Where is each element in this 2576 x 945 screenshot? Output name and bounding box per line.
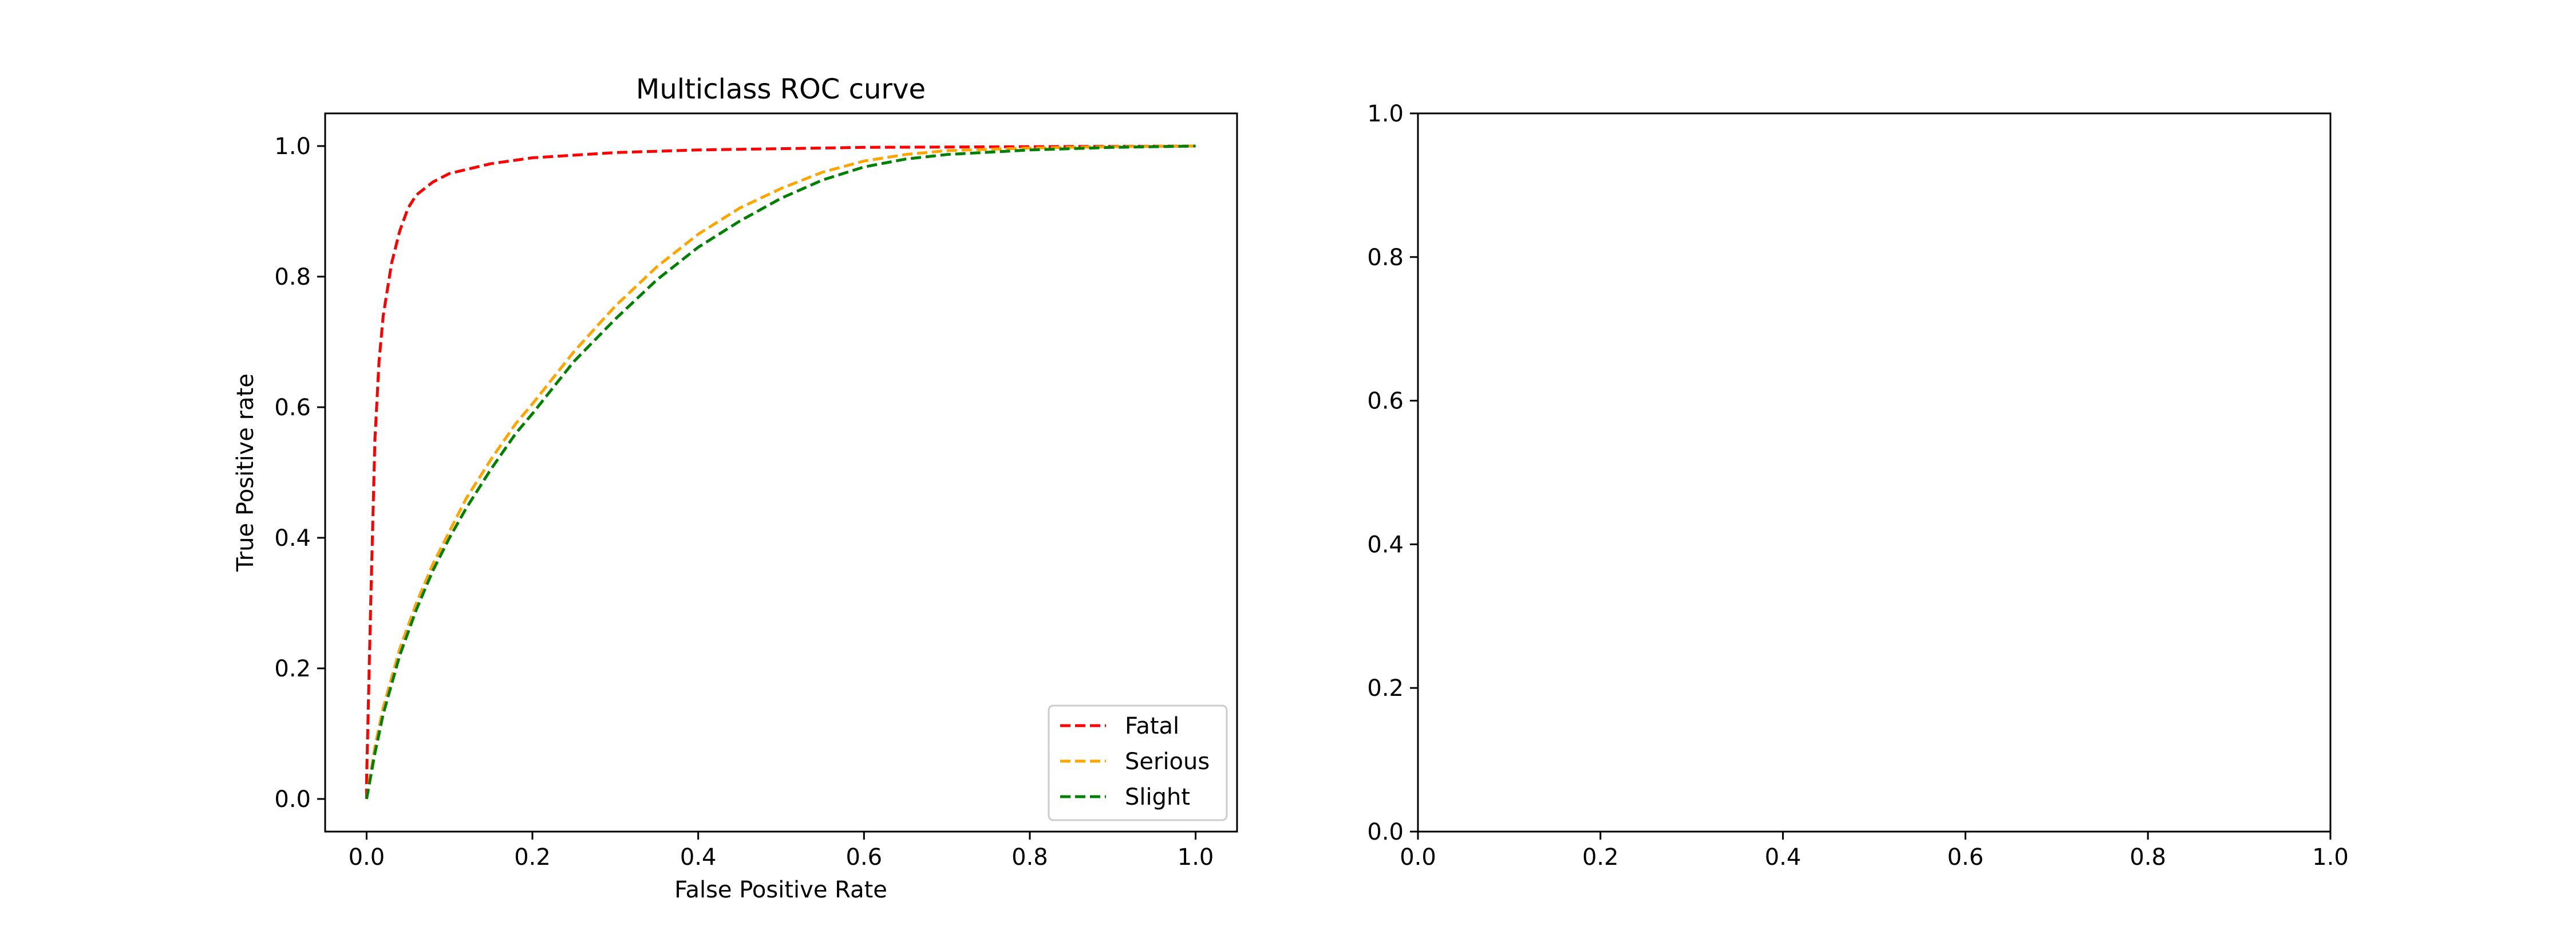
empty-y-tick-label: 0.6 [1367,388,1404,415]
roc-y-tick-label: 0.6 [274,395,311,421]
empty-x-tick-label: 0.2 [1582,844,1619,871]
roc-y-tick-label: 0.2 [274,656,311,682]
roc-line-serious [365,144,1196,800]
roc-x-tick-label: 0.4 [680,844,717,871]
roc-x-tick-label: 0.0 [349,844,385,871]
roc-line-slight [365,144,1196,800]
roc-chart-title: Multiclass ROC curve [636,73,926,105]
empty-x-tick-label: 0.4 [1765,844,1801,871]
empty-x-tick-label: 0.0 [1400,844,1436,871]
empty-x-ticks: 0.0 0.2 0.4 0.6 0.8 1.0 [1400,832,2349,871]
roc-series-layer [365,144,1196,800]
empty-y-tick-label: 0.4 [1367,531,1404,558]
roc-x-tick-label: 0.2 [514,844,551,871]
empty-y-ticks: 0.0 0.2 0.4 0.6 0.8 1.0 [1367,101,1418,845]
legend-box [1048,704,1228,821]
roc-chart: 0.0 0.2 0.4 0.6 0.8 1.0 0.0 0.2 0.4 0.6 0.8 1.0 Mu… [232,73,1238,903]
roc-line-fatal [365,144,1196,799]
legend-label-fatal: Fatal [1125,713,1179,739]
roc-x-tick-label: 1.0 [1178,844,1214,871]
legend-label-slight: Slight [1125,784,1190,810]
roc-axes-frame [324,112,1238,833]
roc-y-tick-label: 0.8 [274,264,311,290]
empty-x-tick-label: 0.6 [1947,844,1984,871]
roc-y-ticks: 0.0 0.2 0.4 0.6 0.8 1.0 [274,133,325,813]
empty-y-tick-label: 0.0 [1367,819,1404,845]
roc-x-tick-label: 0.6 [846,844,883,871]
roc-y-tick-label: 1.0 [274,133,311,160]
empty-x-tick-label: 0.8 [2129,844,2166,871]
empty-y-tick-label: 0.8 [1367,245,1404,271]
roc-x-ticks: 0.0 0.2 0.4 0.6 0.8 1.0 [349,832,1214,871]
empty-axes-frame [1417,112,2332,833]
roc-x-tick-label: 0.8 [1012,844,1048,871]
legend-label-serious: Serious [1125,749,1210,775]
empty-y-tick-label: 0.2 [1367,675,1404,702]
empty-y-tick-label: 1.0 [1367,101,1404,127]
roc-y-tick-label: 0.4 [274,525,311,552]
roc-y-tick-label: 0.0 [274,786,311,813]
roc-legend: Fatal Serious Slight [1048,704,1228,821]
roc-x-axis-label: False Positive Rate [674,877,887,903]
empty-x-tick-label: 1.0 [2312,844,2349,871]
empty-chart: 0.0 0.2 0.4 0.6 0.8 1.0 0.0 0.2 0.4 0.6 0.8 1.0 [1367,101,2348,871]
roc-y-axis-label: True Positive rate [232,373,259,572]
